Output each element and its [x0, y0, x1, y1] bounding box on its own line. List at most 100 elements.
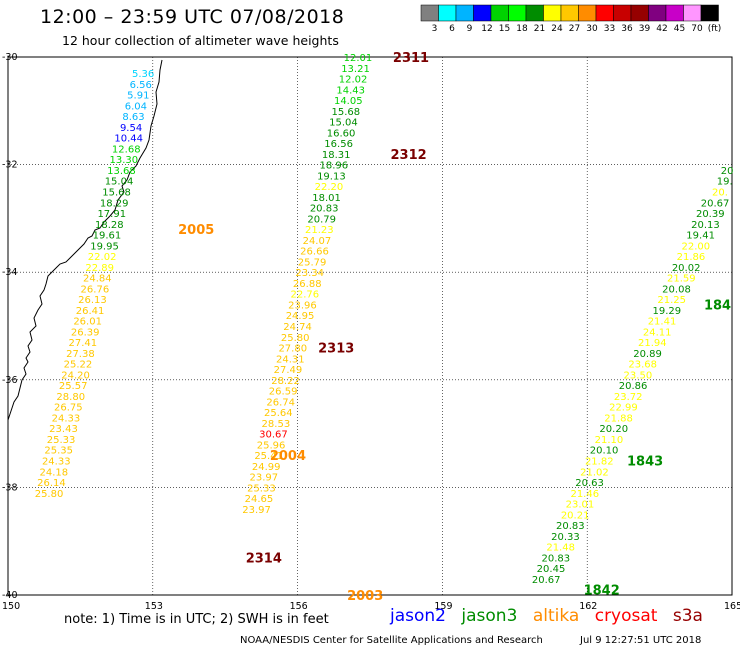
colorbar-swatch — [438, 4, 457, 22]
pass-number-label: 1842 — [584, 584, 620, 599]
wave-height-value: 26.66 — [300, 247, 329, 258]
wave-height-value: 26.88 — [293, 279, 322, 290]
lat-tick-label: -32 — [2, 160, 18, 171]
lon-tick-label: 153 — [145, 601, 163, 612]
wave-height-value: 22.00 — [681, 241, 710, 252]
colorbar-label: 9 — [467, 24, 473, 34]
wave-height-value: 26.76 — [81, 284, 110, 295]
satellite-legend: jason2 jason3 altika cryosat s3a — [390, 606, 713, 626]
pass-number-label: 2003 — [347, 589, 383, 604]
colorbar-swatch — [490, 4, 509, 22]
wave-height-value: 26.74 — [266, 397, 295, 408]
wave-height-value: 24.84 — [83, 274, 112, 285]
wave-height-value: 28.80 — [56, 392, 85, 403]
pass-number-label: 2004 — [270, 449, 306, 464]
lat-tick-label: -36 — [2, 375, 18, 386]
wave-height-value: 30.67 — [259, 430, 288, 441]
wave-height-value: 24.33 — [52, 413, 81, 424]
wave-height-value: 16.56 — [324, 139, 353, 150]
colorbar-swatch — [543, 4, 562, 22]
wave-height-value: 19. — [717, 177, 733, 188]
wave-height-value: 20.79 — [307, 214, 336, 225]
wave-height-value: 20.67 — [701, 198, 730, 209]
wave-height-value: 19.95 — [90, 241, 119, 252]
colorbar-swatch — [595, 4, 614, 22]
wave-height-value: 5.36 — [132, 69, 154, 80]
colorbar-label: 70 — [691, 24, 703, 34]
wave-height-value: 21.59 — [667, 274, 696, 285]
wave-height-value: 23.34 — [295, 268, 324, 279]
wave-height-value: 15.04 — [329, 118, 358, 129]
wave-height-value: 12.68 — [112, 144, 141, 155]
satellite-s3a: s3a — [672, 606, 703, 626]
colorbar-label: 33 — [604, 24, 615, 34]
wave-height-value: 19.29 — [653, 306, 682, 317]
wave-height-value: 13.21 — [341, 64, 370, 75]
wave-height-value: 25.33 — [247, 483, 276, 494]
wave-height-value: 23.68 — [628, 360, 657, 371]
colorbar-label: 15 — [499, 24, 510, 34]
lon-tick-label: 150 — [2, 601, 20, 612]
wave-height-value: 22.02 — [88, 252, 117, 263]
wave-height-value: 23.50 — [624, 370, 653, 381]
pass-labels: 2311 2312 2005 2313 2004 2314 2003 1842 1843 184 — [178, 51, 731, 604]
satellite-jason2: jason2 — [390, 606, 446, 626]
colorbar-swatch — [420, 4, 439, 22]
lat-tick-label: -34 — [2, 267, 18, 278]
wave-height-value: 23.43 — [49, 424, 78, 435]
wave-height-value: 24.95 — [286, 311, 315, 322]
wave-height-value: 21.02 — [580, 467, 609, 478]
wave-height-value: 15.68 — [102, 188, 131, 199]
wave-height-value: 23.72 — [614, 392, 643, 403]
map-subtitle: 12 hour collection of altimeter wave hei… — [62, 33, 339, 48]
colorbar-label: 24 — [551, 24, 563, 34]
pass-number-label: 2314 — [246, 551, 282, 566]
lon-tick-label: 156 — [290, 601, 308, 612]
wave-height-value: 26.75 — [54, 403, 83, 414]
pass-number-label: 1843 — [627, 455, 663, 470]
wave-height-value: 24.07 — [303, 236, 332, 247]
wave-height-value: 24.74 — [283, 322, 312, 333]
wave-height-value: 22.99 — [609, 403, 638, 414]
wave-height-value: 18.31 — [322, 150, 351, 161]
wave-height-value: 27.41 — [68, 338, 97, 349]
wave-height-value: 20 — [721, 166, 734, 177]
colorbar-label: 6 — [449, 24, 455, 34]
wave-height-value: 24.31 — [276, 354, 305, 365]
wave-height-value: 25.35 — [44, 446, 73, 457]
colorbar-label: 3 — [432, 24, 438, 34]
colorbar-label: 30 — [586, 24, 598, 34]
colorbar-label: 12 — [481, 24, 492, 34]
lon-tick-label: 162 — [579, 601, 597, 612]
colorbar-swatch — [508, 4, 527, 22]
colorbar-swatch — [630, 4, 649, 22]
credit-line: NOAA/NESDIS Center for Satellite Applica… — [240, 635, 543, 646]
wave-height-value: 15.68 — [332, 107, 361, 118]
wave-height-value: 18.01 — [312, 193, 341, 204]
wave-height-value: 23.97 — [249, 473, 278, 484]
wave-height-value: 24.11 — [643, 327, 672, 338]
wave-height-value: 13.30 — [110, 155, 139, 166]
map-title: 12:00 – 23:59 UTC 07/08/2018 — [40, 6, 345, 28]
colorbar-swatch — [665, 4, 684, 22]
colorbar-swatch — [525, 4, 544, 22]
wave-height-value: 18.96 — [319, 161, 348, 172]
wave-height-value: 25.33 — [47, 435, 76, 446]
colorbar-label: 21 — [534, 24, 545, 34]
wave-height-value: 25.80 — [35, 489, 64, 500]
wave-height-value: 16.60 — [327, 128, 356, 139]
wave-height-value: 12.01 — [344, 53, 373, 64]
wave-height-value: 20.67 — [532, 575, 561, 586]
wave-height-value: 18.29 — [100, 198, 129, 209]
wave-height-value: 21.88 — [604, 413, 633, 424]
pass-number-label: 2313 — [318, 342, 354, 357]
wave-height-value: 22.20 — [315, 182, 344, 193]
wave-height-value: 28.53 — [262, 419, 291, 430]
lon-tick-label: 165 — [724, 601, 740, 612]
satellite-jason3: jason3 — [461, 606, 518, 626]
wave-height-value: 20.83 — [556, 521, 585, 532]
wave-height-value: 22.76 — [291, 290, 320, 301]
lat-tick-label: -38 — [2, 482, 18, 493]
units-note: note: 1) Time is in UTC; 2) SWH is in fe… — [64, 612, 329, 627]
